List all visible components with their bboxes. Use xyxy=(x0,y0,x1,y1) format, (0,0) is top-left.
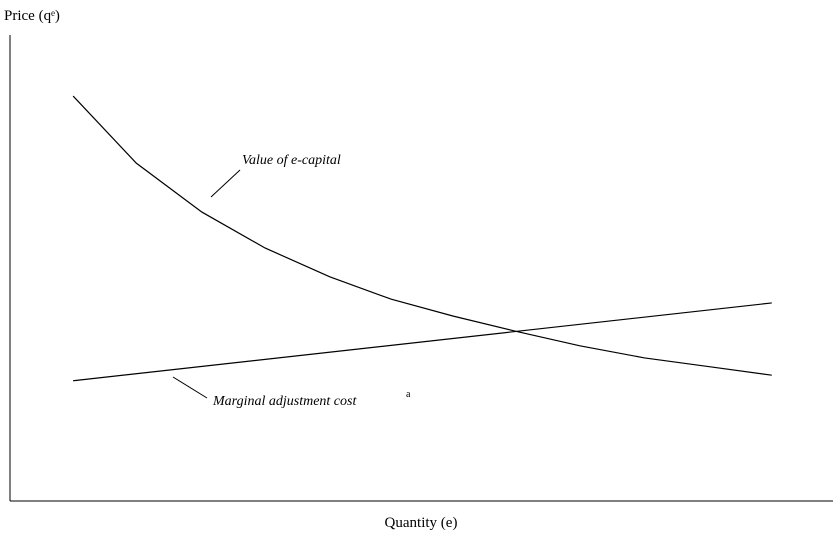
line xyxy=(73,302,772,382)
note-mark: a xyxy=(406,389,411,400)
series-label: Value of e-capital xyxy=(242,153,341,168)
x-axis-label: Quantity (e) xyxy=(385,515,458,531)
leader-line xyxy=(172,376,208,399)
series-label: Marginal adjustment cost xyxy=(212,394,357,409)
leader-line xyxy=(210,169,241,198)
y-axis-label: Price (qᵉ) xyxy=(4,8,60,24)
line xyxy=(72,95,772,376)
